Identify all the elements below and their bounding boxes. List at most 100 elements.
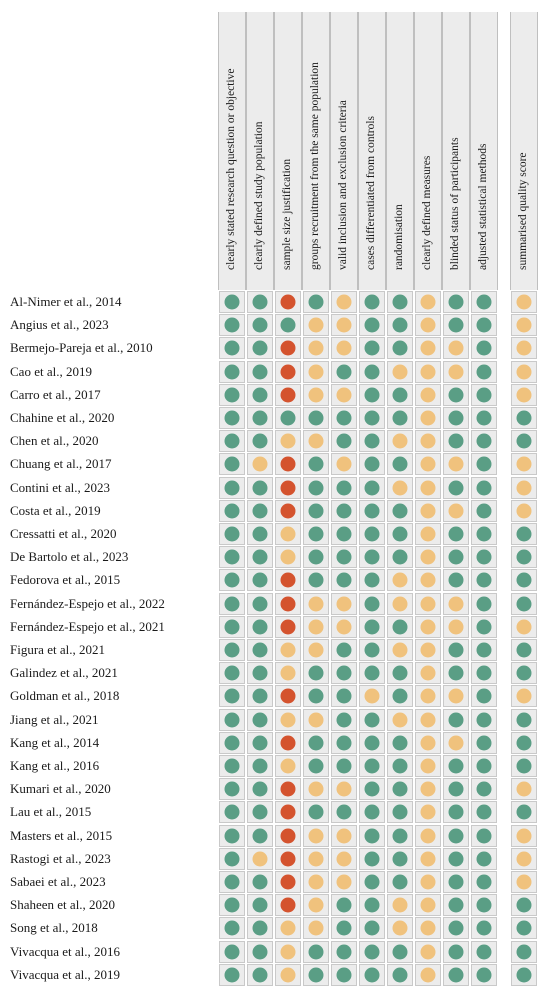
rating-dot-green: [392, 619, 408, 635]
rating-dot-green: [476, 410, 492, 426]
rating-dot-green: [224, 642, 240, 658]
summary-cell: [511, 778, 537, 801]
rating-cell: [219, 940, 245, 963]
rating-dot-green: [336, 758, 352, 774]
rating-cell: [331, 731, 357, 754]
rating-dot-yellow: [280, 967, 296, 983]
rating-cell: [471, 847, 497, 870]
rating-dot-green: [252, 712, 268, 728]
rating-dot-green: [336, 642, 352, 658]
rating-cell: [303, 476, 329, 499]
rating-dot-green: [476, 967, 492, 983]
rating-dot-green: [476, 549, 492, 565]
rating-dot-yellow: [308, 317, 324, 333]
rating-cell: [331, 383, 357, 406]
rating-cell: [219, 291, 245, 313]
rating-cell: [275, 847, 301, 870]
summary-cell: [511, 847, 537, 870]
criterion-label: groups recruitment from the same populat…: [309, 62, 321, 270]
rating-cell: [471, 499, 497, 522]
rating-dot-red: [280, 781, 296, 797]
rating-dot-green: [308, 967, 324, 983]
rating-dot-yellow: [336, 596, 352, 612]
summary-dot-yellow: [516, 851, 532, 867]
rating-cell: [471, 360, 497, 383]
rating-cell: [275, 778, 301, 801]
rating-dot-green: [308, 665, 324, 681]
rating-cell: [415, 314, 441, 337]
rating-dot-green: [252, 549, 268, 565]
rating-dot-yellow: [392, 897, 408, 913]
summary-dot-green: [516, 526, 532, 542]
summary-dot-yellow: [516, 874, 532, 890]
rating-cell: [443, 337, 469, 360]
rating-dot-yellow: [420, 735, 436, 751]
rating-dot-yellow: [336, 619, 352, 635]
study-name: Kang et al., 2014: [10, 734, 100, 750]
rating-cell: [303, 430, 329, 453]
rating-cell: [387, 662, 413, 685]
rating-cell: [471, 337, 497, 360]
study-name: De Bartolo et al., 2023: [10, 549, 129, 565]
rating-dot-green: [364, 549, 380, 565]
rating-dot-green: [392, 758, 408, 774]
rating-dot-green: [392, 456, 408, 472]
rating-dot-green: [280, 410, 296, 426]
rating-cell: [415, 453, 441, 476]
rating-dot-green: [308, 503, 324, 519]
rating-cell: [275, 824, 301, 847]
rating-cell: [387, 871, 413, 893]
rating-cell: [219, 360, 245, 383]
rating-dot-yellow: [392, 364, 408, 380]
rating-dot-green: [252, 410, 268, 426]
rating-cell: [443, 314, 469, 337]
rating-cell: [247, 778, 273, 801]
rating-dot-yellow: [336, 828, 352, 844]
rating-cell: [219, 615, 245, 638]
criterion-label: cases differentiated from controls: [365, 115, 377, 270]
rating-cell: [415, 337, 441, 360]
summary-label: summarised quality score: [517, 152, 529, 270]
rating-dot-yellow: [308, 712, 324, 728]
rating-cell: [303, 917, 329, 940]
rating-dot-yellow: [420, 874, 436, 890]
rating-dot-red: [280, 294, 296, 310]
rating-cell: [387, 291, 413, 313]
rating-dot-green: [336, 897, 352, 913]
rating-dot-green: [224, 526, 240, 542]
rating-cell: [359, 592, 385, 615]
study-name: Cressatti et al., 2020: [10, 526, 117, 541]
rating-dot-green: [224, 364, 240, 380]
rating-cell: [303, 778, 329, 801]
summary-dot-green: [516, 433, 532, 449]
rating-cell: [331, 523, 357, 545]
summary-dot-green: [516, 944, 532, 960]
rating-dot-red: [280, 387, 296, 403]
rating-cell: [443, 801, 469, 824]
rating-cell: [471, 731, 497, 754]
criterion-header: adjusted statistical methods: [470, 12, 498, 290]
rating-cell: [471, 801, 497, 824]
rating-dot-green: [476, 572, 492, 588]
summary-cell: [511, 801, 537, 824]
rating-dot-green: [224, 781, 240, 797]
rating-cell: [415, 731, 441, 754]
rating-cell: [303, 639, 329, 661]
rating-dot-yellow: [448, 619, 464, 635]
rating-dot-green: [448, 897, 464, 913]
rating-cell: [331, 847, 357, 870]
summary-cell: [511, 963, 537, 986]
rating-dot-green: [364, 874, 380, 890]
summary-cell: [511, 871, 537, 893]
rating-dot-green: [252, 526, 268, 542]
rating-cell: [443, 639, 469, 661]
rating-dot-yellow: [420, 920, 436, 936]
summary-cell: [511, 499, 537, 522]
summary-cell: [511, 314, 537, 337]
rating-cell: [443, 963, 469, 986]
rating-cell: [443, 430, 469, 453]
criterion-header: cases differentiated from controls: [358, 12, 386, 290]
rating-dot-green: [252, 781, 268, 797]
rating-cell: [303, 708, 329, 731]
rating-cell: [219, 894, 245, 917]
